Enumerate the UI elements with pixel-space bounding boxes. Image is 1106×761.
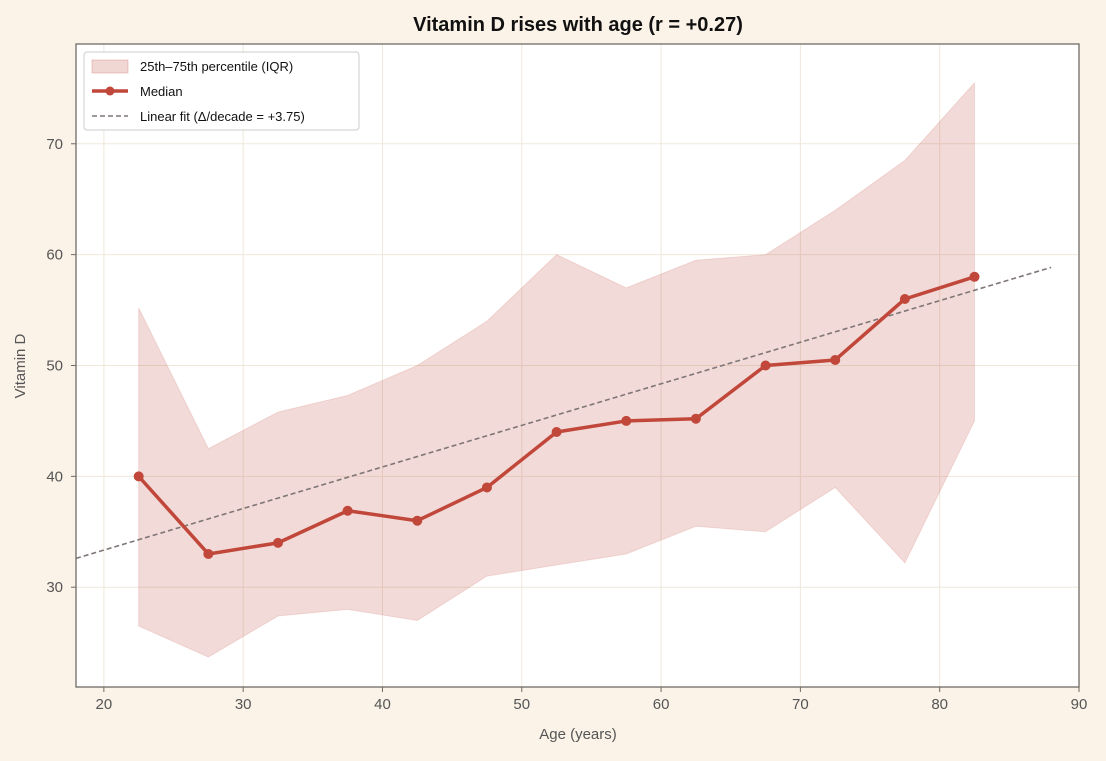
median-point <box>690 413 701 424</box>
y-tick-label: 70 <box>46 136 63 153</box>
legend-iqr-label: 25th–75th percentile (IQR) <box>140 59 293 74</box>
median-point <box>760 360 771 371</box>
median-line-layer <box>133 271 980 559</box>
y-axis-label: Vitamin D <box>12 333 29 398</box>
chart-title: Vitamin D rises with age (r = +0.27) <box>413 14 743 36</box>
legend: 25th–75th percentile (IQR) Median Linear… <box>83 51 360 131</box>
x-tick-label: 80 <box>931 696 948 713</box>
x-tick-label: 90 <box>1071 696 1088 713</box>
linear-fit-line <box>75 266 1052 560</box>
median-point <box>830 354 841 365</box>
fit-line-layer <box>75 266 1052 560</box>
x-axis-label: Age (years) <box>539 726 617 743</box>
median-point <box>203 548 214 559</box>
x-tick-label: 40 <box>374 696 391 713</box>
legend-median-marker <box>105 86 115 96</box>
x-tick-label: 30 <box>235 696 252 713</box>
ticks: 20 30 40 50 60 70 80 90 30 40 50 60 70 <box>46 136 1087 713</box>
x-tick-label: 50 <box>513 696 530 713</box>
median-point <box>342 505 353 516</box>
legend-box <box>83 51 360 131</box>
legend-median-label: Median <box>140 84 183 99</box>
x-tick-label: 70 <box>792 696 809 713</box>
x-tick-label: 60 <box>653 696 670 713</box>
median-point <box>272 537 283 548</box>
legend-iqr-swatch <box>91 59 129 74</box>
median-point <box>551 427 562 438</box>
y-tick-label: 40 <box>46 468 63 485</box>
y-tick-label: 30 <box>46 579 63 596</box>
median-point <box>133 471 144 482</box>
legend-fit-label: Linear fit (Δ/decade = +3.75) <box>140 109 305 124</box>
x-tick-label: 20 <box>96 696 113 713</box>
median-point <box>969 271 980 282</box>
y-tick-label: 60 <box>46 247 63 264</box>
median-point <box>481 482 492 493</box>
median-point <box>412 515 423 526</box>
y-tick-label: 50 <box>46 358 63 375</box>
median-point <box>899 293 910 304</box>
median-point <box>621 415 632 426</box>
